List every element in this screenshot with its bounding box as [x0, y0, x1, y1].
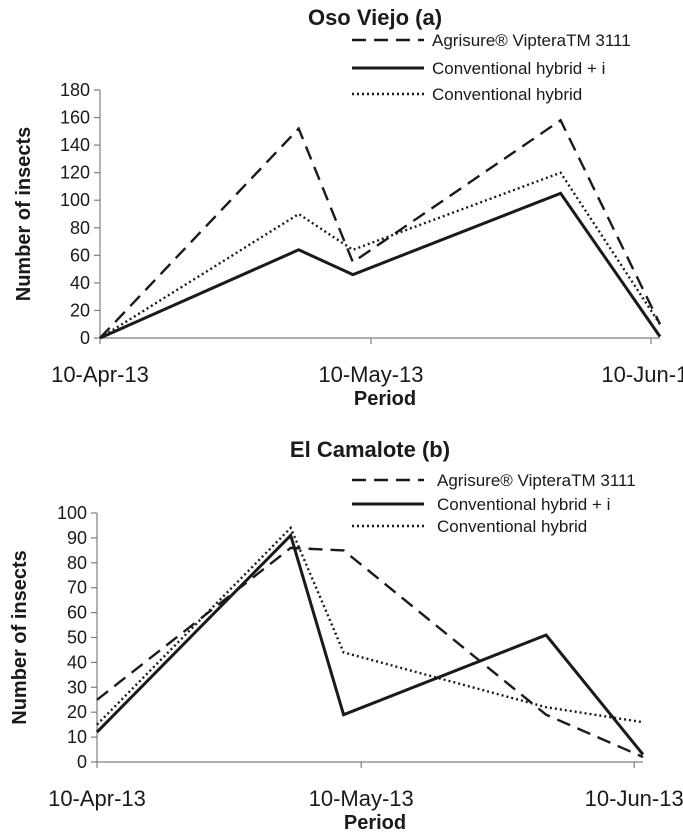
chart-panel-b: El Camalote (b) 0 10 20 30 40 50 60 70 80 90 100 10-…	[9, 437, 683, 834]
y-tick-label: 180	[60, 80, 90, 100]
y-tick-label: 160	[60, 108, 90, 128]
x-tick-label: 10-Apr-13	[51, 362, 149, 387]
series-line-solid	[95, 532, 645, 756]
y-tick-label: 0	[77, 752, 87, 772]
series-line-dashed	[99, 118, 662, 339]
y-tick-label: 10	[67, 727, 87, 747]
x-tick-label: 10-May-13	[318, 362, 423, 387]
y-tick-label: 80	[67, 553, 87, 573]
y-tick-label: 80	[70, 218, 90, 238]
y-tick-label: 20	[67, 702, 87, 722]
series-line-dashed	[96, 546, 644, 759]
x-tick-label: 10-Jun-13	[601, 362, 683, 387]
chart-title: El Camalote (b)	[290, 437, 450, 462]
series-line-solid	[99, 191, 662, 340]
y-tick-label: 90	[67, 528, 87, 548]
legend: Agrisure® VipteraTM 3111 Conventional hyb…	[352, 31, 631, 104]
x-axis-title: Period	[344, 812, 406, 834]
y-tick-label: 140	[60, 135, 90, 155]
y-tick-label: 20	[70, 300, 90, 320]
y-tick-label: 50	[67, 628, 87, 648]
legend-label: Conventional hybrid + i	[437, 495, 610, 514]
legend: Agrisure® VipteraTM 3111 Conventional hyb…	[352, 471, 636, 536]
x-tick-label: 10-Apr-13	[48, 786, 146, 811]
y-tick-label: 70	[67, 578, 87, 598]
legend-label: Agrisure® VipteraTM 3111	[432, 31, 631, 50]
legend-label: Agrisure® VipteraTM 3111	[437, 471, 636, 490]
legend-label: Conventional hybrid	[437, 517, 587, 536]
legend-label: Conventional hybrid + i	[432, 59, 605, 78]
legend-label: Conventional hybrid	[432, 85, 582, 104]
y-tick-label: 0	[80, 328, 90, 348]
chart-panel-a: Oso Viejo (a) 0 20 40 60 80 100 120 140 160 180 10-…	[13, 5, 683, 410]
y-tick-label: 30	[67, 677, 87, 697]
chart-title: Oso Viejo (a)	[308, 5, 442, 30]
y-tick-label: 60	[67, 603, 87, 623]
y-tick-label: 120	[60, 163, 90, 183]
y-tick-label: 60	[70, 245, 90, 265]
y-tick-label: 40	[70, 273, 90, 293]
y-tick-label: 40	[67, 652, 87, 672]
series-line-dotted	[99, 171, 662, 340]
y-tick-label: 100	[57, 503, 87, 523]
y-axis-title: Number of insects	[9, 550, 31, 724]
y-tick-label: 100	[60, 190, 90, 210]
x-tick-label: 10-May-13	[309, 786, 414, 811]
series-line-dotted	[96, 525, 644, 726]
x-axis-title: Period	[354, 388, 416, 410]
y-axis-title: Number of insects	[13, 127, 35, 301]
x-tick-label: 10-Jun-13	[585, 786, 683, 811]
